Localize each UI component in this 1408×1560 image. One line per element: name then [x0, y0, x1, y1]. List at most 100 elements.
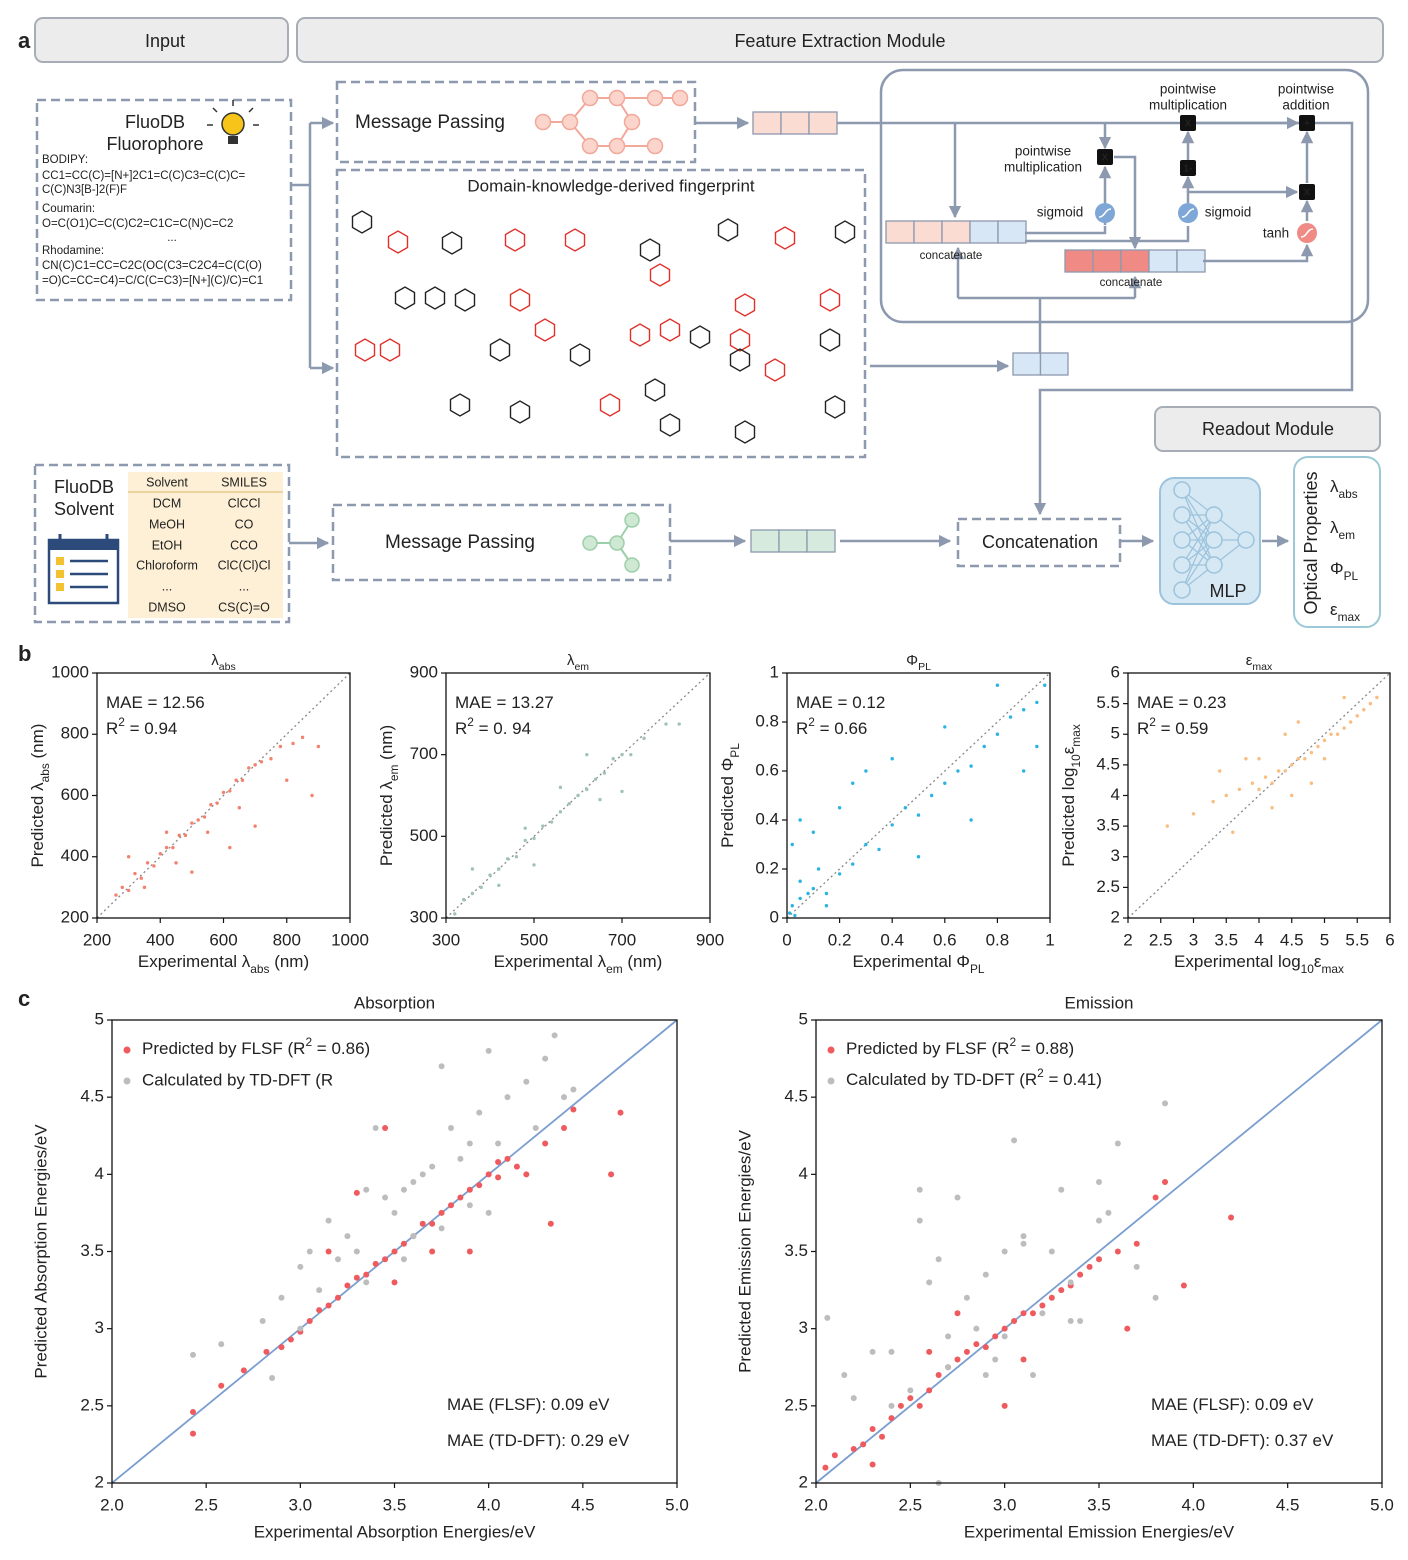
operator: X — [1102, 153, 1109, 164]
data-point — [1283, 769, 1287, 773]
calendar-icon — [56, 570, 64, 578]
y-tick-label: 3.5 — [1096, 816, 1120, 835]
data-point — [1218, 769, 1222, 773]
text-part: Experimental Φ — [852, 952, 970, 971]
text-part: Predicted λ — [28, 782, 47, 868]
data-point — [218, 1382, 225, 1389]
subscript: PL — [1344, 569, 1359, 583]
data-point — [215, 801, 219, 805]
subscript: abs — [1339, 487, 1358, 501]
text-part: Experimental λ — [494, 952, 607, 971]
box-title: Fluorophore — [106, 134, 203, 154]
data-point — [822, 1464, 829, 1471]
data-point — [982, 744, 986, 749]
data-point — [916, 1402, 923, 1409]
header-box — [1154, 406, 1381, 452]
data-point — [306, 1317, 313, 1324]
x-tick-label: 2 — [1123, 930, 1132, 949]
data-point — [470, 891, 475, 896]
x-tick-label: 4.5 — [1280, 930, 1304, 949]
molecule-ring — [489, 338, 511, 362]
subscript: em — [606, 962, 623, 976]
data-point — [448, 1202, 454, 1209]
text-part: (nm) — [623, 952, 663, 971]
data-point — [400, 1256, 407, 1263]
data-point — [205, 830, 210, 834]
text-part: MAE = 12.56 — [106, 693, 205, 712]
data-point — [793, 913, 797, 918]
data-point — [816, 867, 821, 871]
text-part: λ — [567, 652, 575, 669]
smiles: CN(C)C1=CC=C2C(OC(C3=C2C4=C(C(O) — [42, 260, 262, 272]
graph-node — [561, 113, 579, 131]
x-axis-label: Experimental Emission Energies/eV — [964, 1522, 1235, 1541]
molecule-ring — [394, 286, 416, 310]
activation-curve — [1300, 228, 1314, 238]
data-point — [190, 870, 194, 874]
data-point — [916, 1186, 923, 1193]
subscript: PL — [918, 661, 931, 673]
data-point — [382, 1125, 389, 1132]
data-point — [1322, 738, 1327, 743]
data-point — [1001, 1325, 1008, 1332]
data-point — [570, 1086, 577, 1093]
data-point — [954, 1194, 961, 1201]
data-point — [253, 763, 257, 767]
data-point — [363, 1279, 370, 1286]
text-part: R — [796, 719, 808, 738]
data-point — [158, 851, 162, 856]
bulb-ray — [248, 107, 254, 113]
data-point — [466, 1248, 473, 1255]
data-point — [310, 793, 314, 798]
feature-vector — [808, 111, 838, 135]
data-point — [353, 1274, 360, 1281]
data-point — [1237, 787, 1242, 792]
text-part: = 0.86) — [312, 1039, 370, 1058]
text-part: λ — [211, 652, 219, 669]
data-point — [1020, 1240, 1027, 1247]
x-tick-label: 3.5 — [383, 1495, 407, 1514]
operator-box — [1299, 184, 1315, 200]
data-point — [1322, 757, 1327, 761]
data-point — [183, 833, 188, 838]
graph-node — [581, 137, 599, 155]
data-point — [824, 891, 829, 896]
data-point — [561, 1125, 567, 1132]
data-point — [1342, 695, 1346, 700]
data-point — [642, 736, 646, 741]
data-point — [1316, 744, 1320, 749]
y-tick-label: 0.2 — [755, 858, 779, 877]
subscript: 10 — [1069, 754, 1083, 768]
superscript: 2 — [467, 715, 474, 729]
connector — [1186, 185, 1299, 203]
data-point — [945, 1364, 952, 1371]
data-point — [598, 797, 602, 802]
data-point — [335, 1294, 341, 1301]
data-point — [561, 1094, 567, 1101]
module-label: MLP — [1209, 581, 1246, 601]
data-point — [1067, 1279, 1074, 1286]
data-point — [190, 821, 194, 825]
y-tick-label: 5.5 — [1096, 693, 1120, 712]
y-tick-label: 4 — [799, 1164, 808, 1183]
data-point — [514, 855, 519, 859]
superscript: 2 — [305, 1035, 312, 1049]
data-point — [790, 842, 794, 847]
feature-vector — [1012, 352, 1042, 376]
data-point — [1114, 1248, 1121, 1255]
data-point — [221, 790, 226, 795]
concat-vector — [941, 220, 971, 244]
superscript: 2 — [1149, 715, 1156, 729]
data-point — [1035, 744, 1039, 749]
fluorophore-name: Coumarin: — [42, 203, 95, 215]
gate-label: pointwise — [1015, 144, 1071, 159]
x-tick-label: 200 — [83, 930, 111, 949]
data-point — [585, 752, 589, 757]
data-point — [457, 1194, 464, 1201]
data-point — [542, 1055, 549, 1062]
data-point — [1329, 732, 1333, 736]
data-point — [363, 1271, 370, 1278]
data-point — [495, 1140, 502, 1147]
